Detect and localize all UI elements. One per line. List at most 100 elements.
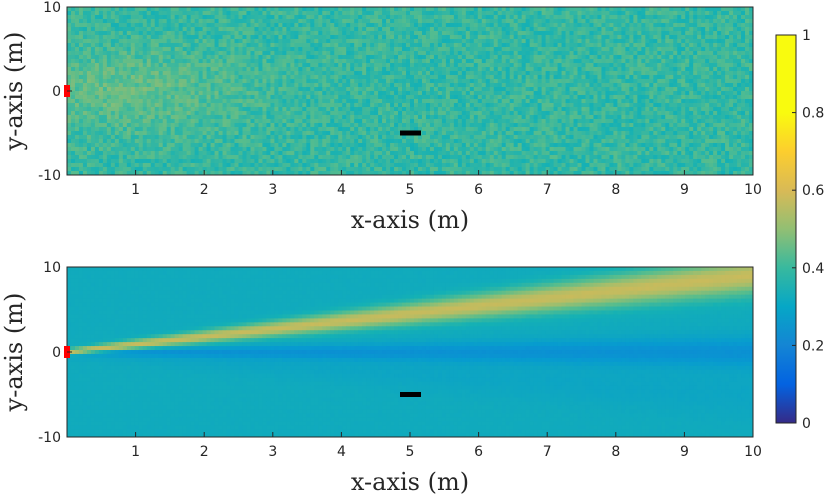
heatmap-cell xyxy=(713,19,718,24)
heatmap-cell xyxy=(126,63,132,68)
heatmap-cell xyxy=(553,43,559,48)
heatmap-cell xyxy=(717,83,722,88)
heatmap-cell xyxy=(294,23,299,28)
heatmap-cell xyxy=(230,19,236,24)
heatmap-cell xyxy=(537,43,543,48)
heatmap-cell xyxy=(230,115,236,120)
heatmap-cell xyxy=(74,107,80,112)
heatmap-cell xyxy=(82,103,88,108)
heatmap-cell xyxy=(417,15,423,20)
heatmap-cell xyxy=(390,91,395,96)
heatmap-cell xyxy=(354,55,359,60)
heatmap-cell xyxy=(661,71,666,76)
heatmap-cell xyxy=(234,27,239,32)
heatmap-cell xyxy=(637,39,642,44)
heatmap-cell xyxy=(497,15,503,20)
heatmap-cell xyxy=(705,87,710,92)
heatmap-cell xyxy=(122,59,128,64)
heatmap-cell xyxy=(198,39,204,44)
heatmap-cell xyxy=(318,7,323,12)
heatmap-cell xyxy=(86,95,92,100)
heatmap-cell xyxy=(402,55,407,60)
heatmap-cell xyxy=(230,15,236,20)
heatmap-cell xyxy=(126,47,132,52)
heatmap-cell xyxy=(282,71,287,76)
heatmap-cell xyxy=(509,103,515,108)
heatmap-cell xyxy=(597,87,602,92)
heatmap-cell xyxy=(741,31,746,36)
heatmap-cell xyxy=(398,11,403,16)
heatmap-cell xyxy=(190,31,196,36)
heatmap-cell xyxy=(302,111,307,116)
heatmap-cell xyxy=(685,55,690,60)
heatmap-cell xyxy=(461,63,467,68)
heatmap-cell xyxy=(545,107,551,112)
heatmap-cell xyxy=(122,87,128,92)
heatmap-cell xyxy=(238,67,243,72)
heatmap-cell xyxy=(589,59,594,64)
heatmap-cell xyxy=(378,71,383,76)
heatmap-cell xyxy=(425,15,431,20)
heatmap-cell xyxy=(581,95,586,100)
heatmap-cell xyxy=(366,15,371,20)
heatmap-cell xyxy=(102,11,108,16)
heatmap-cell xyxy=(394,75,399,80)
heatmap-cell xyxy=(697,55,702,60)
heatmap-cell xyxy=(346,79,351,84)
heatmap-cell xyxy=(661,79,666,84)
heatmap-cell xyxy=(449,43,455,48)
heatmap-cell xyxy=(729,63,734,68)
heatmap-cell xyxy=(653,111,658,116)
heatmap-cell xyxy=(413,31,419,36)
heatmap-cell xyxy=(270,23,275,28)
heatmap-cell xyxy=(433,35,439,40)
heatmap-cell xyxy=(669,63,674,68)
heatmap-cell xyxy=(665,119,670,124)
heatmap-cell xyxy=(154,83,160,88)
heatmap-cell xyxy=(621,111,626,116)
heatmap-cell xyxy=(362,95,367,100)
heatmap-cell xyxy=(94,91,100,96)
heatmap-cell xyxy=(370,15,375,20)
heatmap-cell xyxy=(717,63,722,68)
heatmap-cell xyxy=(162,107,168,112)
heatmap-cell xyxy=(370,67,375,72)
heatmap-cell xyxy=(346,103,351,108)
heatmap-cell xyxy=(481,55,487,60)
heatmap-cell xyxy=(390,99,395,104)
heatmap-cell xyxy=(525,35,531,40)
heatmap-cell xyxy=(274,47,279,52)
heatmap-cell xyxy=(413,7,419,12)
heatmap-cell xyxy=(437,7,443,12)
heatmap-cell xyxy=(114,91,120,96)
heatmap-cell xyxy=(693,11,698,16)
heatmap-cell xyxy=(693,79,698,84)
heatmap-cell xyxy=(314,95,319,100)
heatmap-cell xyxy=(613,111,618,116)
heatmap-cell xyxy=(398,27,403,32)
heatmap-cell xyxy=(421,83,427,88)
heatmap-cell xyxy=(429,43,435,48)
heatmap-cell xyxy=(74,27,80,32)
heatmap-cell xyxy=(318,111,323,116)
heatmap-cell xyxy=(709,111,714,116)
heatmap-cell xyxy=(70,23,76,28)
heatmap-cell xyxy=(617,39,622,44)
heatmap-cell xyxy=(234,63,239,68)
heatmap-cell xyxy=(382,103,387,108)
heatmap-cell xyxy=(657,47,662,52)
heatmap-cell xyxy=(142,115,148,120)
heatmap-cell xyxy=(685,19,690,24)
heatmap-cell xyxy=(521,83,527,88)
heatmap-cell xyxy=(238,87,243,92)
heatmap-cell xyxy=(521,55,527,60)
heatmap-cell xyxy=(501,59,507,64)
heatmap-cell xyxy=(394,35,399,40)
heatmap-cell xyxy=(346,51,351,56)
heatmap-cell xyxy=(90,71,96,76)
heatmap-cell xyxy=(513,7,519,12)
heatmap-cell xyxy=(210,7,216,12)
heatmap-cell xyxy=(509,107,515,112)
heatmap-cell xyxy=(198,55,204,60)
heatmap-cell xyxy=(573,23,579,28)
